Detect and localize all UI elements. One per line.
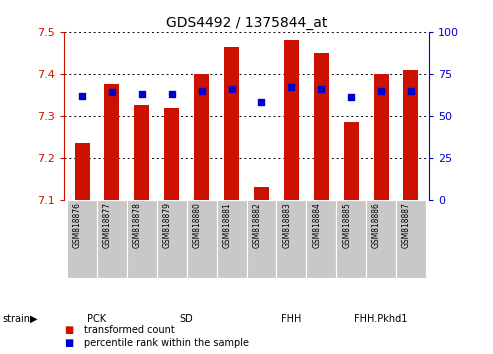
Point: [317, 86, 325, 92]
Point: [108, 90, 116, 95]
Point: [228, 86, 236, 92]
Text: GSM818887: GSM818887: [402, 202, 411, 248]
Bar: [396, 200, 426, 278]
Bar: [336, 200, 366, 278]
Bar: [105, 84, 119, 200]
Text: PCK: PCK: [87, 314, 106, 324]
Bar: [314, 53, 329, 200]
Point: [347, 95, 355, 100]
Text: ■: ■: [64, 338, 73, 348]
Bar: [254, 187, 269, 200]
Text: GSM818879: GSM818879: [163, 202, 172, 249]
Bar: [246, 200, 277, 278]
Text: GSM818883: GSM818883: [282, 202, 291, 248]
Point: [138, 91, 146, 97]
Point: [377, 88, 385, 93]
Text: strain: strain: [2, 314, 31, 324]
Bar: [216, 200, 246, 278]
Bar: [187, 200, 216, 278]
Bar: [403, 70, 419, 200]
Text: GSM818886: GSM818886: [372, 202, 381, 248]
Bar: [374, 74, 388, 200]
Bar: [135, 105, 149, 200]
Text: ■: ■: [64, 325, 73, 335]
Bar: [194, 74, 209, 200]
Text: FHH: FHH: [281, 314, 302, 324]
Point: [78, 93, 86, 99]
Point: [407, 88, 415, 93]
Bar: [366, 200, 396, 278]
Bar: [344, 122, 358, 200]
Bar: [97, 200, 127, 278]
Point: [287, 85, 295, 90]
Bar: [74, 143, 90, 200]
Text: GDS4492 / 1375844_at: GDS4492 / 1375844_at: [166, 16, 327, 30]
Bar: [127, 200, 157, 278]
Bar: [277, 200, 306, 278]
Text: GSM818878: GSM818878: [133, 202, 142, 248]
Text: GSM818885: GSM818885: [342, 202, 351, 248]
Text: GSM818880: GSM818880: [193, 202, 202, 248]
Text: SD: SD: [180, 314, 194, 324]
Bar: [67, 200, 97, 278]
Bar: [164, 108, 179, 200]
Text: GSM818876: GSM818876: [73, 202, 82, 249]
Point: [198, 88, 206, 93]
Text: GSM818882: GSM818882: [252, 202, 261, 248]
Text: GSM818881: GSM818881: [222, 202, 232, 248]
Text: FHH.Pkhd1: FHH.Pkhd1: [354, 314, 408, 324]
Point: [168, 91, 176, 97]
Text: GSM818884: GSM818884: [312, 202, 321, 248]
Bar: [157, 200, 187, 278]
Bar: [306, 200, 336, 278]
Text: ▶: ▶: [30, 314, 37, 324]
Text: transformed count: transformed count: [84, 325, 175, 335]
Text: GSM818877: GSM818877: [103, 202, 112, 249]
Point: [257, 100, 265, 105]
Bar: [284, 40, 299, 200]
Text: percentile rank within the sample: percentile rank within the sample: [84, 338, 249, 348]
Bar: [224, 47, 239, 200]
